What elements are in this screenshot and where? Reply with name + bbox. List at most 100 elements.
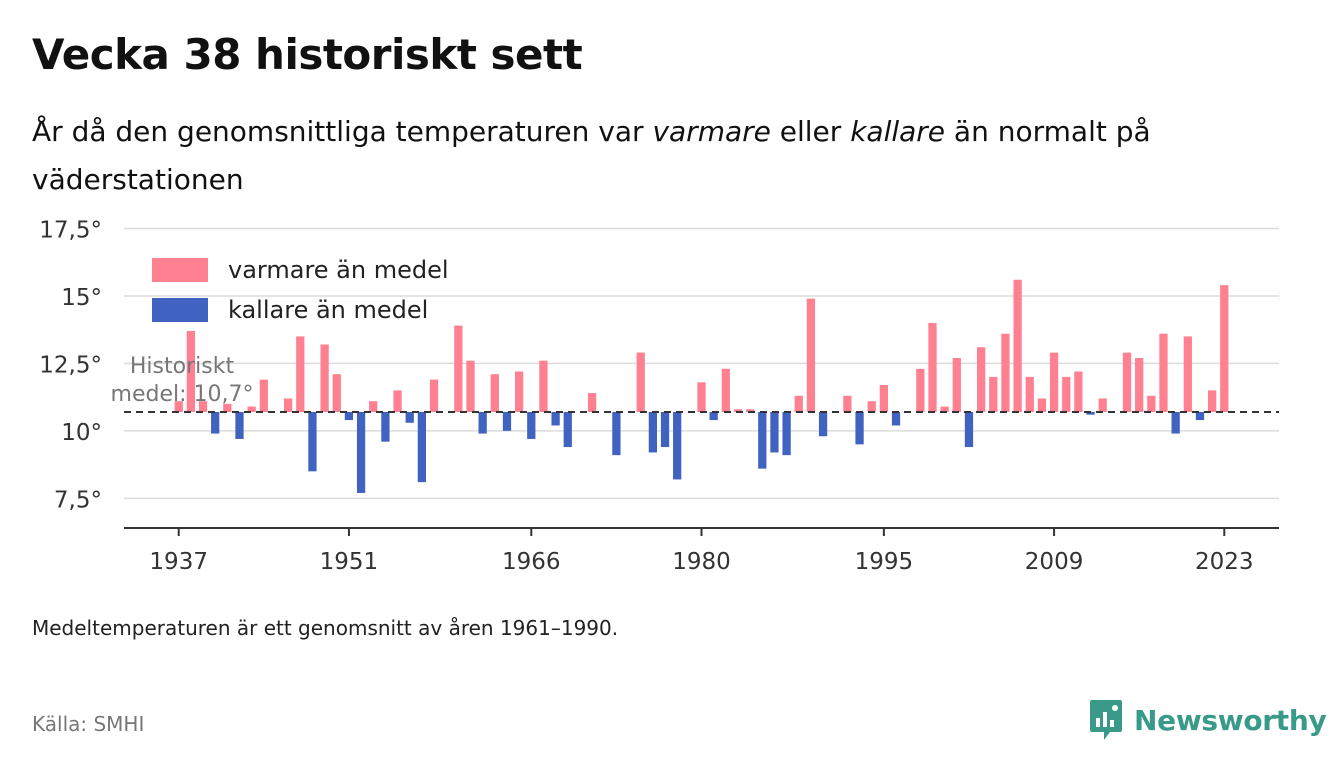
bar-1944 <box>259 379 268 412</box>
bar-1949 <box>320 344 329 412</box>
bar-1995 <box>879 384 889 412</box>
subtitle-text-3: än normalt på väderstationen <box>32 115 1151 196</box>
bar-1942 <box>235 411 244 439</box>
bar-2015 <box>1122 352 1132 412</box>
bar-2008 <box>1037 398 1047 412</box>
bar-1955 <box>393 390 402 412</box>
bar-2007 <box>1025 376 1034 412</box>
bar-1982 <box>721 368 730 412</box>
bar-1962 <box>478 411 487 434</box>
bar-1994 <box>867 401 876 412</box>
bar-1937 <box>174 401 183 412</box>
subtitle-warm-word: varmare <box>652 115 771 148</box>
brand-name: Newsworthy <box>1134 703 1327 737</box>
x-tick-label: 2009 <box>1025 549 1084 575</box>
subtitle-text-2: eller <box>770 115 851 148</box>
brand-logo[interactable]: Newsworthy <box>1088 698 1327 742</box>
legend-label: kallare än medel <box>228 296 428 324</box>
bar-1992 <box>843 395 852 412</box>
footnote: Medeltemperaturen är ett genomsnitt av å… <box>32 616 619 640</box>
bar-1986 <box>770 411 779 453</box>
bar-1983 <box>733 409 743 412</box>
bar-1954 <box>381 411 390 442</box>
baseline-label: Historiskt <box>130 354 235 379</box>
bar-1989 <box>806 298 816 412</box>
bar-1981 <box>709 411 718 421</box>
bar-2022 <box>1207 390 1217 412</box>
bar-1984 <box>745 409 755 412</box>
bar-2010 <box>1062 376 1071 412</box>
bar-1943 <box>247 406 256 412</box>
legend-label: varmare än medel <box>228 256 449 284</box>
x-tick-label: 2023 <box>1195 549 1254 575</box>
bar-1965 <box>514 371 524 412</box>
bar-2012 <box>1086 411 1095 415</box>
bar-2003 <box>976 347 986 412</box>
source-credit: Källa: SMHI <box>32 712 145 736</box>
bar-1961 <box>466 360 475 412</box>
bar-1960 <box>454 325 463 412</box>
bar-1987 <box>782 411 791 456</box>
bar-1985 <box>758 411 767 469</box>
bar-2019 <box>1171 411 1180 434</box>
bar-2004 <box>989 376 998 412</box>
bar-1950 <box>332 374 341 412</box>
bar-1968 <box>551 411 560 426</box>
bar-2000 <box>940 406 949 412</box>
bar-2013 <box>1098 398 1107 412</box>
legend-swatch <box>152 298 208 322</box>
page-title: Vecka 38 historiskt sett <box>32 30 583 79</box>
bar-1964 <box>502 411 512 431</box>
page-subtitle: År då den genomsnittliga temperaturen va… <box>32 108 1272 204</box>
bar-1977 <box>660 411 670 448</box>
bar-1940 <box>211 411 220 434</box>
bar-2016 <box>1135 358 1144 412</box>
bar-2023 <box>1220 285 1229 412</box>
bar-2018 <box>1159 333 1168 412</box>
newsworthy-logo-icon <box>1090 700 1122 740</box>
bar-1948 <box>308 411 317 472</box>
bar-1953 <box>369 401 378 412</box>
bar-1946 <box>283 398 293 412</box>
bar-1975 <box>636 352 645 412</box>
bar-1966 <box>527 411 536 439</box>
bar-1947 <box>296 336 305 412</box>
bar-1952 <box>356 411 366 493</box>
bar-1993 <box>855 411 864 445</box>
bar-1951 <box>344 411 354 421</box>
y-tick-label: 7,5° <box>54 487 102 513</box>
bar-1996 <box>891 411 901 426</box>
bar-1939 <box>198 401 208 412</box>
baseline-label: medel: 10,7° <box>111 382 254 407</box>
bar-2002 <box>964 411 974 448</box>
bar-1956 <box>405 411 414 423</box>
bar-1980 <box>697 382 706 412</box>
subtitle-cold-word: kallare <box>850 115 946 148</box>
temperature-bar-chart: 7,5° 10° 12,5° 15° 17,5° Historiskt medel: 10,… <box>39 217 1279 575</box>
bar-1990 <box>818 411 828 437</box>
x-tick-label: 1995 <box>855 549 914 575</box>
bar-1938 <box>186 331 196 412</box>
bar-2006 <box>1013 279 1022 412</box>
bar-1969 <box>563 411 572 448</box>
x-tick-label: 1966 <box>502 549 561 575</box>
bar-1963 <box>490 374 499 412</box>
bar-1958 <box>429 379 439 412</box>
bar-1973 <box>612 411 621 456</box>
x-tick-label: 1951 <box>320 549 379 575</box>
bar-2021 <box>1195 411 1205 421</box>
bar-1976 <box>648 411 658 453</box>
bar-2005 <box>1001 333 1010 412</box>
y-tick-label: 17,5° <box>39 217 102 243</box>
bar-1941 <box>223 403 232 412</box>
bar-2001 <box>952 358 961 412</box>
bar-2009 <box>1049 352 1059 412</box>
legend-swatch <box>152 258 208 282</box>
bar-2017 <box>1147 395 1156 412</box>
x-tick-label: 1980 <box>672 549 731 575</box>
y-tick-label: 10° <box>61 420 102 446</box>
bar-2011 <box>1074 371 1083 412</box>
x-tick-label: 1937 <box>149 549 208 575</box>
bar-1957 <box>417 411 427 483</box>
subtitle-text-1: År då den genomsnittliga temperaturen va… <box>32 115 653 148</box>
